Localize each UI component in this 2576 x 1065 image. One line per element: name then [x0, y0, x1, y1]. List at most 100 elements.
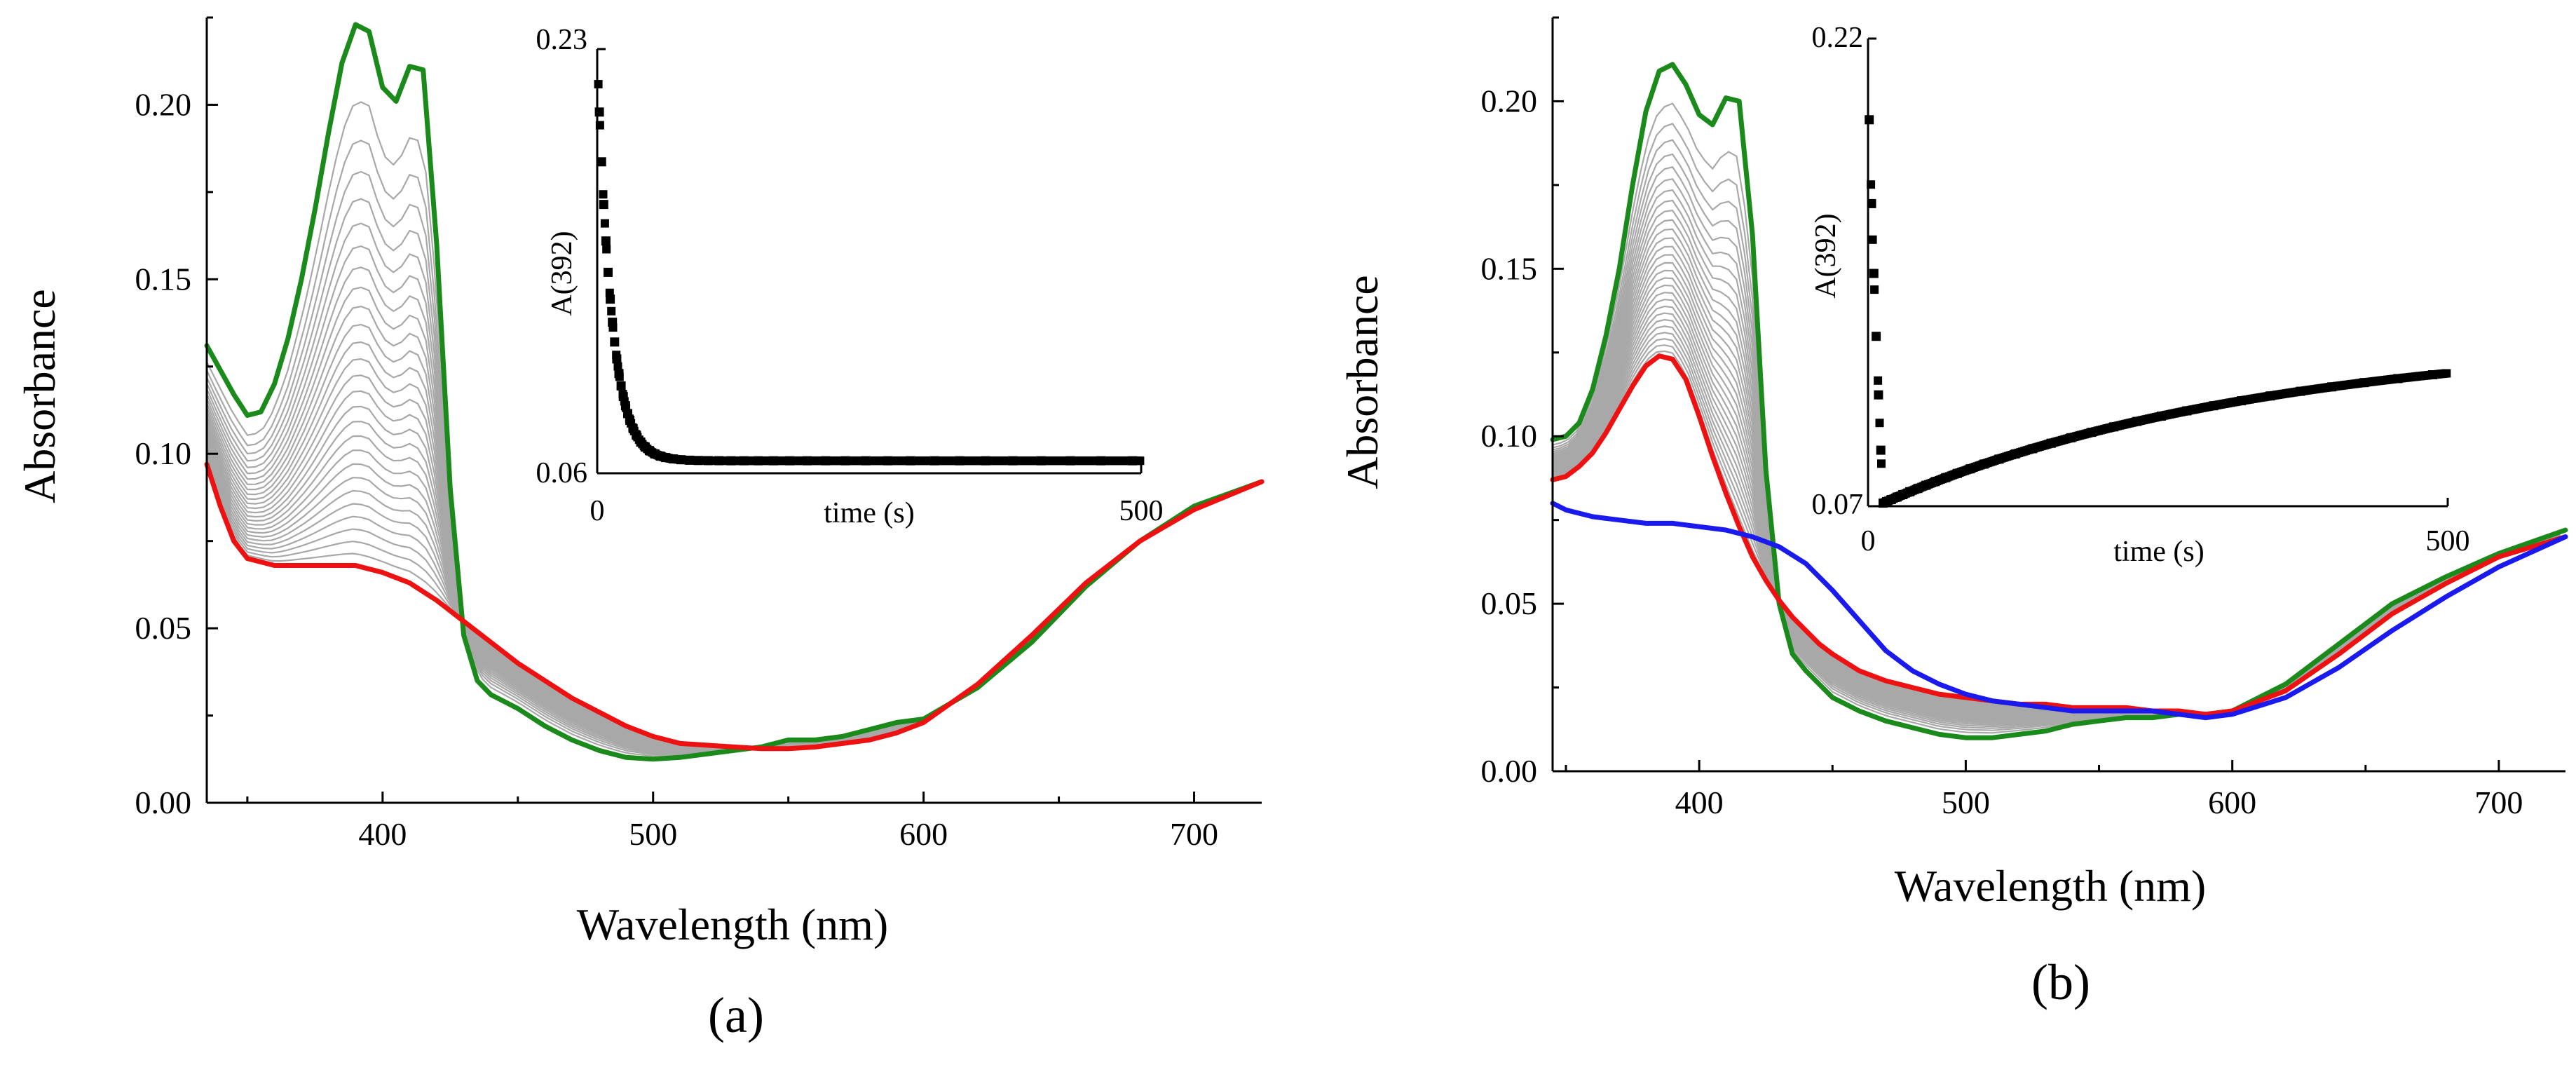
inset-data-point: [661, 453, 671, 463]
inset-data-point: [625, 416, 635, 425]
inset-data-point: [1905, 487, 1914, 496]
inset-data-point: [1868, 235, 1877, 244]
panel-b-label: (b): [2031, 954, 2090, 1010]
y-tick-label: 0.00: [1481, 753, 1538, 789]
x-tick-label: 700: [2474, 785, 2523, 820]
panel-b-inset-xtick-right: 500: [2426, 525, 2470, 557]
inset-data-point: [608, 318, 618, 327]
intermediate-spectrum-line: [205, 447, 1262, 749]
panel-a-label: (a): [708, 987, 764, 1043]
inset-data-point: [1979, 459, 1989, 469]
y-tick-label: 0.20: [1481, 83, 1538, 118]
x-tick-label: 400: [358, 816, 407, 852]
y-tick-label: 0.20: [135, 86, 192, 122]
panel-b-inset-ytick-bottom: 0.07: [1812, 489, 1864, 521]
initial-spectrum-line: [1550, 62, 2568, 740]
inset-data-point: [1865, 115, 1874, 125]
y-tick-label: 0.00: [135, 785, 192, 820]
intermediate-spectrum-line: [1552, 219, 2561, 719]
inset-data-point: [861, 456, 871, 466]
panel-a-inset-x-title: time (s): [824, 497, 914, 529]
intermediate-spectrum-line: [205, 305, 1262, 751]
inset-data-point: [703, 456, 713, 466]
inset-data-point: [906, 456, 915, 466]
inset-data-point: [610, 337, 620, 347]
intermediate-spectrum-line: [205, 453, 1262, 749]
panel-b-y-axis-title: Absorbance: [1337, 275, 1387, 489]
inset-data-point: [1941, 473, 1951, 482]
inset-data-point: [2393, 374, 2403, 384]
panel-a-inset-y-title: A(392): [546, 231, 578, 316]
panel-a-inset: [594, 48, 1145, 475]
inset-data-point: [607, 306, 616, 316]
inset-data-point: [602, 245, 611, 254]
x-tick-label: 600: [899, 816, 948, 852]
inset-data-point: [2237, 396, 2247, 406]
y-tick-label: 0.05: [1481, 585, 1538, 621]
y-tick-label: 0.15: [135, 261, 192, 297]
inset-data-point: [726, 456, 736, 466]
intermediate-spectrum-line: [1552, 269, 2561, 715]
inset-data-point: [1921, 480, 1931, 490]
panel-b-inset-xtick-left: 0: [1861, 525, 1876, 557]
intermediate-spectrum-line: [1552, 262, 2561, 715]
inset-data-point: [1898, 490, 1908, 499]
intermediate-spectrum-line: [1552, 210, 2561, 721]
intermediate-spectrum-line: [1552, 284, 2561, 715]
panel-b-inset: [1865, 37, 2451, 508]
inset-data-point: [2157, 412, 2166, 421]
inset-data-point: [2428, 370, 2437, 379]
inset-data-point: [595, 121, 604, 130]
intermediate-spectrum-line: [205, 456, 1262, 749]
intermediate-spectrum-line: [206, 140, 1262, 756]
inset-data-point: [1869, 269, 1879, 278]
intermediate-spectrum-line: [1552, 325, 2561, 715]
inset-data-point: [2327, 382, 2337, 392]
y-tick-label: 0.15: [1481, 250, 1538, 286]
inset-data-point: [1930, 477, 1940, 487]
x-tick-label: 400: [1675, 785, 1724, 820]
intermediate-spectrum-line: [1552, 199, 2561, 722]
intermediate-spectrum-line: [1552, 277, 2561, 715]
intermediate-spectrum-line: [205, 266, 1262, 752]
panel-a-chart: 0.00 0.05 0.10 0.15 0.20 400 500 600 700 Wavelen…: [15, 16, 1265, 1043]
inset-data-point: [1913, 484, 1923, 494]
panel-b-chart: 0.00 0.05 0.10 0.15 0.20 400 500 600 700 Wavelen…: [1337, 16, 2568, 1010]
final-spectrum-line: [204, 461, 1265, 752]
y-tick-label: 0.10: [1481, 418, 1538, 454]
inset-data-point: [768, 456, 778, 466]
inset-data-point: [1874, 390, 1883, 400]
inset-data-point: [2296, 386, 2305, 396]
inset-data-point: [669, 454, 679, 463]
inset-data-point: [1096, 456, 1106, 466]
inset-data-point: [882, 456, 892, 466]
inset-data-point: [1136, 456, 1145, 466]
intermediate-spectrum-line: [205, 450, 1262, 749]
intermediate-spectrum-line: [205, 323, 1262, 751]
inset-data-point: [2109, 422, 2119, 432]
inset-data-point: [803, 456, 812, 466]
inset-data-point: [2028, 444, 2038, 454]
intermediate-spectrum-line: [1552, 292, 2561, 715]
inset-data-point: [1875, 419, 1884, 428]
x-tick-label: 500: [629, 816, 677, 852]
inset-data-point: [821, 456, 831, 466]
ref-spectrum-line: [1550, 501, 2568, 721]
intermediate-spectrum-line: [205, 444, 1262, 749]
inset-data-point: [594, 107, 604, 117]
inset-data-point: [606, 294, 615, 304]
inset-data-point: [840, 456, 850, 466]
panel-a-axes: 0.00 0.05 0.10 0.15 0.20 400 500 600 700: [135, 16, 1262, 852]
intermediate-spectrum-line: [205, 461, 1262, 749]
inset-data-point: [676, 455, 686, 465]
inset-data-point: [754, 456, 763, 466]
intermediate-spectrum-line: [205, 438, 1262, 749]
panel-a-spectra: [204, 22, 1265, 762]
y-tick-label: 0.05: [135, 610, 192, 646]
inset-data-point: [685, 455, 695, 465]
intermediate-spectrum-line: [205, 245, 1262, 753]
inset-data-point: [693, 456, 703, 466]
final-spectrum-line: [1550, 353, 2568, 717]
inset-data-point: [2209, 401, 2219, 411]
